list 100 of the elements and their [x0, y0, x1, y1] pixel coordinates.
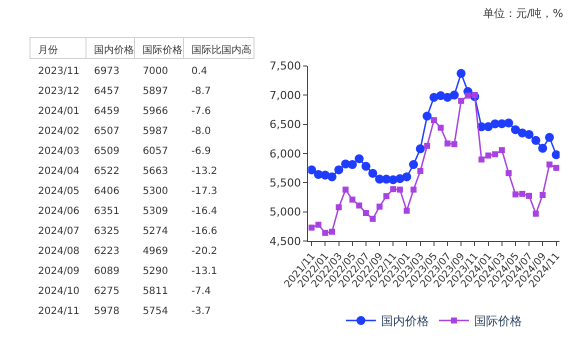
data-label: 6509 — [94, 146, 120, 158]
category-label: 2023/12 — [38, 86, 80, 98]
point — [553, 164, 560, 171]
data-label: -8.7 — [191, 86, 211, 98]
point — [308, 224, 315, 231]
point — [526, 192, 532, 199]
point — [532, 210, 539, 217]
point — [342, 186, 349, 193]
data-label: -6.9 — [191, 146, 211, 158]
category-label: 2024/07 — [38, 226, 80, 238]
point — [422, 112, 432, 121]
data-label: -13.1 — [191, 266, 218, 278]
category-label: 2024/04 — [38, 166, 80, 178]
point — [322, 230, 328, 236]
legend-label: 国内价格 — [380, 314, 429, 328]
data-label: 6507 — [94, 126, 120, 138]
data-label: 6275 — [94, 286, 120, 298]
point — [334, 165, 344, 174]
point — [383, 193, 390, 200]
data-label: 6457 — [94, 86, 120, 98]
category-label: 2024/11 — [38, 306, 80, 318]
point — [472, 92, 478, 98]
data-label: 5966 — [142, 106, 168, 118]
data-label: 6325 — [94, 226, 120, 238]
y-tick-label: 7,000 — [270, 88, 301, 102]
point — [504, 118, 514, 128]
point — [510, 125, 520, 134]
point — [458, 98, 464, 104]
data-label: 5897 — [142, 86, 168, 98]
text: 月份 — [38, 45, 58, 56]
point — [356, 202, 362, 208]
point — [456, 68, 466, 78]
point — [349, 196, 356, 203]
data-label: 6223 — [94, 246, 120, 258]
data-label: -3.7 — [191, 306, 211, 318]
data-label: 0.4 — [191, 66, 208, 78]
point — [552, 150, 560, 160]
legend-label: 国际价格 — [474, 314, 522, 328]
data-label: 5978 — [94, 306, 120, 318]
point — [390, 186, 396, 192]
legend-label: 国际比国内高 — [191, 44, 252, 56]
point — [540, 192, 546, 198]
data-label: -8.0 — [191, 126, 211, 138]
data-label: 5300 — [142, 186, 168, 198]
data-label: 5290 — [142, 266, 168, 278]
point — [519, 190, 526, 197]
data-label: -17.3 — [191, 186, 218, 198]
point — [328, 228, 335, 235]
point — [402, 172, 412, 182]
category-label: 2024/08 — [38, 246, 80, 258]
point — [538, 144, 548, 153]
category-label: 2024/10 — [38, 286, 80, 298]
data-label: -7.4 — [191, 286, 211, 298]
point — [362, 210, 369, 216]
data-label: 5987 — [142, 126, 168, 138]
y-tick-label: 5,500 — [270, 176, 301, 190]
y-tick-label: 5,000 — [270, 206, 301, 219]
data-label: -13.2 — [191, 166, 218, 178]
point — [368, 168, 378, 178]
data-label: 6459 — [94, 106, 120, 118]
data-label: 5754 — [142, 306, 168, 318]
point — [546, 162, 552, 168]
point — [478, 156, 484, 162]
point — [492, 151, 498, 158]
point — [404, 208, 410, 214]
point — [438, 124, 444, 131]
category-label: 2024/06 — [38, 206, 80, 218]
y-tick-label: 7,500 — [270, 60, 301, 73]
point — [506, 170, 512, 176]
data-label: 6057 — [142, 146, 168, 158]
data-label: -7.6 — [191, 106, 211, 118]
point — [348, 160, 357, 170]
point — [485, 152, 492, 158]
category-label: 2024/02 — [38, 126, 80, 138]
data-label: 4969 — [142, 246, 168, 258]
legend-label: 国际价格 — [142, 44, 183, 56]
point — [498, 147, 505, 154]
point — [512, 191, 518, 198]
data-label: 7000 — [142, 66, 168, 78]
point — [544, 132, 554, 142]
data-label: 5811 — [142, 286, 168, 298]
point — [361, 162, 370, 171]
point — [424, 142, 430, 149]
category-label: 2024/05 — [38, 186, 80, 198]
point — [370, 216, 376, 222]
point — [354, 154, 364, 164]
category-label: 2024/03 — [38, 146, 80, 158]
point — [444, 140, 451, 147]
point — [451, 141, 458, 148]
text: 单位：元/吨，% — [483, 7, 564, 20]
point — [524, 130, 534, 139]
point — [315, 222, 322, 228]
category-label: 2023/11 — [38, 66, 80, 78]
point — [450, 90, 459, 100]
data-label: -16.6 — [191, 226, 218, 238]
data-label: 5663 — [142, 166, 168, 178]
point — [327, 172, 336, 182]
y-tick-label: 6,500 — [270, 118, 301, 132]
data-label: 6351 — [94, 206, 120, 218]
data-label: -16.4 — [191, 206, 218, 218]
